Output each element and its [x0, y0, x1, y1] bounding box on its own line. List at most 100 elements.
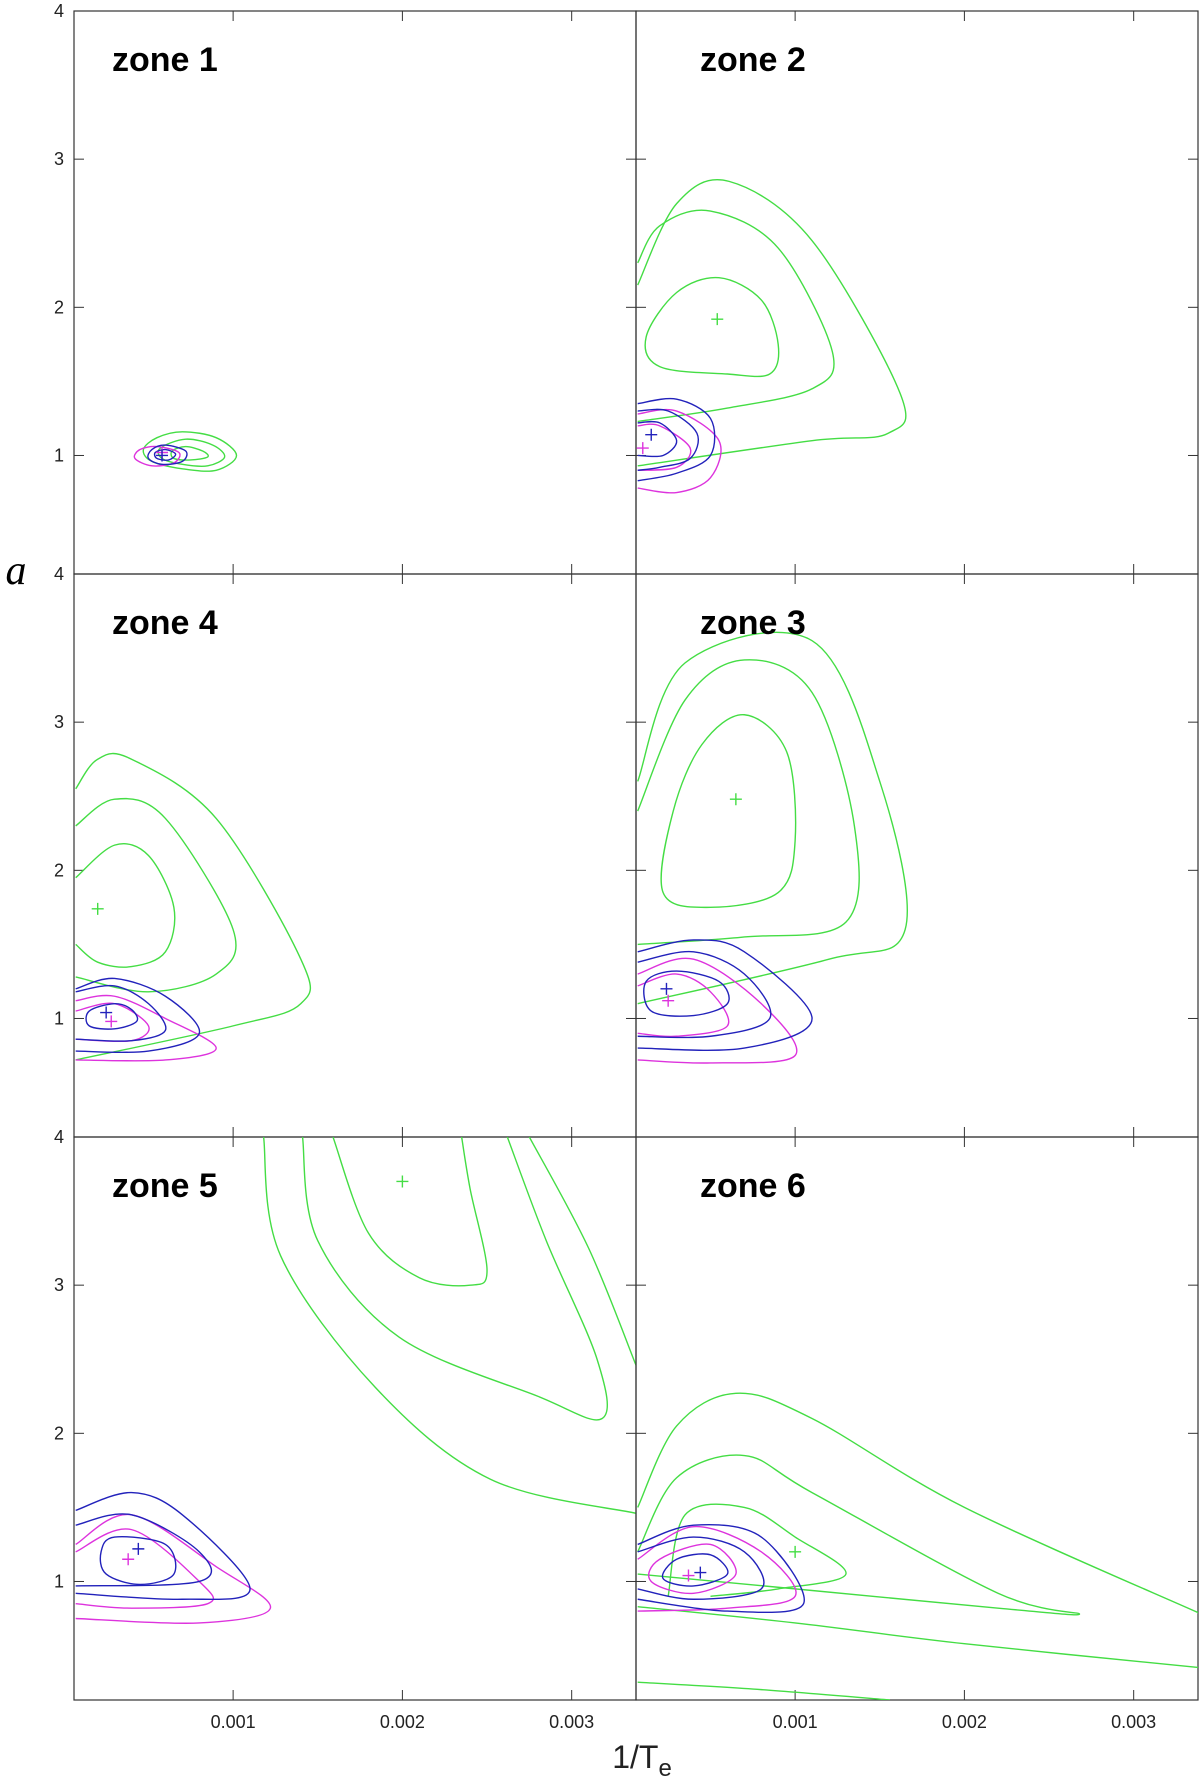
x-axis-label-main: 1/T [612, 1739, 658, 1775]
contour-line [637, 1523, 805, 1614]
y-tick-label: 1 [54, 445, 64, 465]
contour-line [75, 797, 237, 993]
contour-line [637, 420, 678, 458]
contour-line [133, 445, 181, 467]
best-fit-marker [100, 1006, 113, 1019]
panel-frame [73, 10, 637, 575]
y-tick-label: 4 [54, 564, 64, 584]
contour-line [75, 1491, 251, 1601]
x-axis-label: 1/Te [612, 1739, 672, 1782]
best-fit-marker [711, 313, 724, 326]
panel: 1 2 3 4 0.001 0.002 0.003 zone 5 [54, 1127, 637, 1732]
contour-line [637, 939, 813, 1051]
y-tick-label: 2 [54, 297, 64, 317]
plot-area [637, 1392, 1198, 1700]
best-fit-marker [729, 793, 742, 806]
contour-line [332, 1137, 488, 1287]
contour-line [99, 1536, 177, 1586]
panel-frame [73, 1136, 637, 1701]
contour-line [75, 1528, 215, 1609]
y-tick-label: 1 [54, 1571, 64, 1591]
contour-line [644, 276, 780, 378]
best-fit-marker [122, 1553, 135, 1566]
contour-line [637, 1605, 1198, 1669]
x-tick-label: 0.003 [549, 1712, 594, 1732]
panel-title: zone 4 [112, 604, 218, 642]
best-fit-marker [789, 1545, 802, 1558]
contour-line [637, 659, 860, 946]
panel: zone 3 [635, 573, 1199, 1138]
y-axis-label: a [6, 548, 27, 594]
contour-line [637, 1681, 890, 1700]
panel-frame [635, 1136, 1199, 1701]
y-tick-label: 2 [54, 1423, 64, 1443]
best-fit-marker [645, 428, 658, 441]
contour-line [661, 1553, 729, 1587]
best-fit-marker [132, 1542, 145, 1555]
y-tick-label: 4 [54, 1, 64, 21]
best-fit-marker [636, 442, 649, 455]
best-fit-marker [694, 1566, 707, 1579]
y-tick-label: 3 [54, 1275, 64, 1295]
contour-line [528, 1137, 636, 1366]
y-tick-label: 3 [54, 712, 64, 732]
contour-line [637, 950, 772, 1039]
contour-line [637, 408, 700, 471]
plot-area [636, 179, 907, 494]
contour-line [643, 970, 730, 1017]
panel: 1 2 3 4 zone 4 [54, 564, 637, 1138]
x-tick-label: 0.001 [211, 1712, 256, 1732]
panel-title: zone 2 [700, 41, 806, 79]
contour-line [75, 984, 167, 1042]
contour-line [637, 209, 835, 423]
x-axis-label-sub: e [658, 1755, 671, 1782]
y-tick-label: 2 [54, 860, 64, 880]
contour-line [170, 445, 209, 461]
contour-line [637, 423, 692, 471]
best-fit-marker [91, 902, 104, 915]
contour-line [262, 1137, 636, 1515]
panel-title: zone 5 [112, 1167, 218, 1205]
x-tick-label: 0.001 [773, 1712, 818, 1732]
contour-line [648, 1543, 737, 1595]
plot-area [133, 431, 238, 472]
best-fit-marker [396, 1175, 409, 1188]
panel: zone 2 [635, 10, 1199, 575]
x-tick-label: 0.002 [942, 1712, 987, 1732]
contour-line [637, 1525, 797, 1612]
contour-line [75, 977, 200, 1054]
contour-line [637, 1392, 1198, 1614]
plot-area [637, 631, 908, 1064]
panel-frame [73, 573, 637, 1138]
best-fit-marker [105, 1015, 118, 1028]
panel-title: zone 6 [700, 1167, 806, 1205]
contour-line [75, 843, 176, 968]
contour-line [637, 973, 730, 1038]
panel-title: zone 1 [112, 41, 218, 79]
y-tick-label: 3 [54, 149, 64, 169]
contour-line [75, 994, 217, 1062]
y-tick-label: 1 [54, 1008, 64, 1028]
contour-line [157, 438, 226, 468]
contour-line [637, 179, 907, 467]
x-tick-label: 0.003 [1111, 1712, 1156, 1732]
panel: 0.001 0.002 0.003 zone 6 [635, 1136, 1199, 1732]
best-fit-marker [662, 994, 675, 1007]
contour-line [637, 1536, 765, 1600]
contour-line [85, 1002, 139, 1030]
panel-frame [635, 10, 1199, 575]
panel-frame [635, 573, 1199, 1138]
contour-line [637, 408, 722, 494]
contour-line [301, 1137, 608, 1421]
contour-line [147, 444, 188, 466]
x-tick-label: 0.002 [380, 1712, 425, 1732]
contour-line [637, 957, 798, 1064]
best-fit-marker [660, 982, 673, 995]
contour-line [667, 1503, 847, 1597]
panel: 1 2 3 4 zone 1 [54, 1, 637, 575]
best-fit-marker [682, 1569, 695, 1582]
contour-line [637, 397, 716, 482]
contour-line [637, 631, 908, 1005]
plot-area [75, 752, 312, 1062]
